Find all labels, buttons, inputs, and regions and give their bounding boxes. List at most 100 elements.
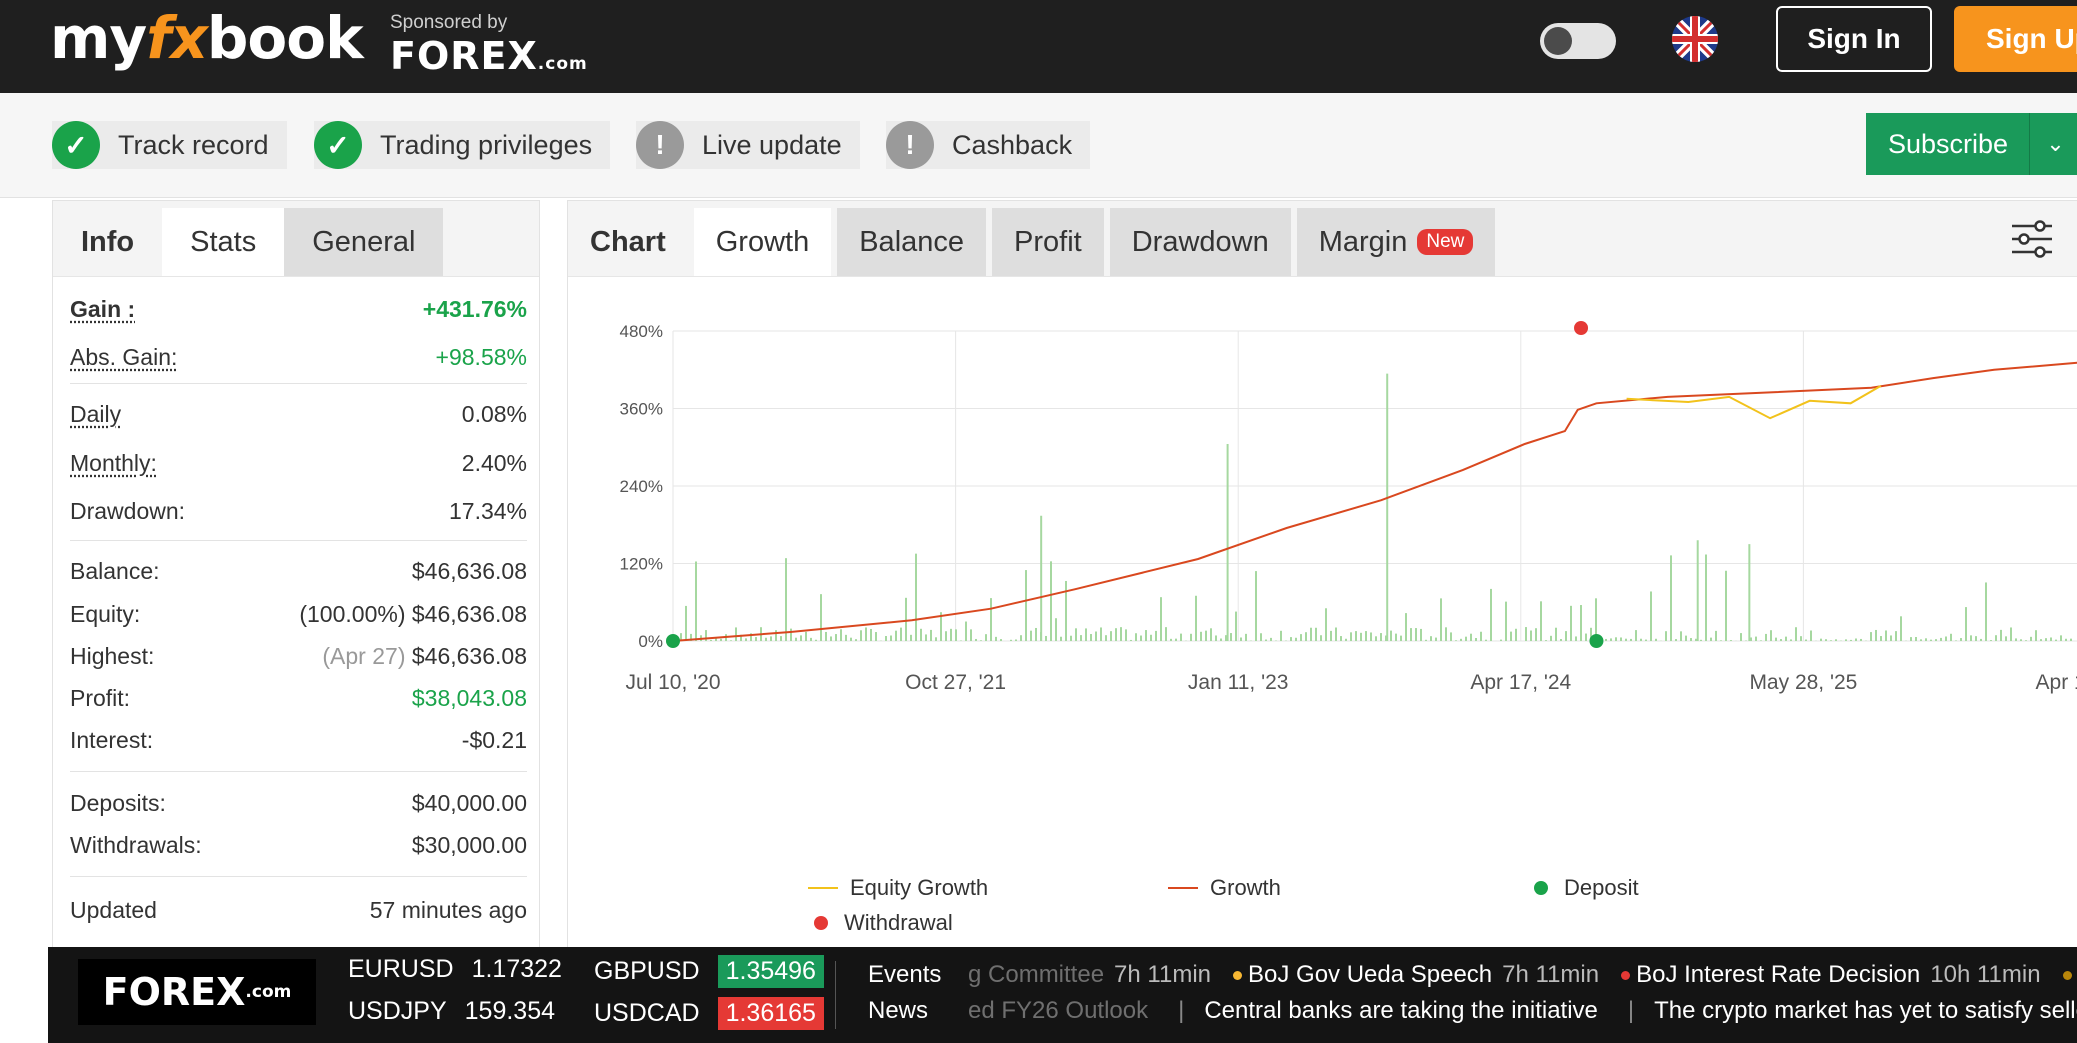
status-track-record[interactable]: ✓ Track record — [52, 121, 287, 169]
interest-label: Interest: — [70, 726, 154, 753]
status-live-update[interactable]: ! Live update — [636, 121, 860, 169]
x-tick-label: Oct 27, '21 — [905, 671, 1006, 694]
stat-updated: Updated 57 minutes ago — [70, 877, 527, 929]
ticker-brand-suffix: .com — [245, 982, 292, 1002]
chart-tab-label: Chart — [590, 225, 666, 258]
news-item[interactable]: The crypto market has yet to satisfy sel… — [1654, 997, 2077, 1024]
ticker-divider — [835, 961, 836, 1029]
stats-panel: Info Stats General Gain : +431.76% Abs. … — [52, 200, 540, 950]
equity-growth-line — [1626, 385, 1882, 420]
tab-balance[interactable]: Balance — [837, 208, 987, 276]
quote-symbol: EURUSD — [348, 955, 454, 983]
quote-value: 1.36165 — [717, 997, 824, 1030]
tab-general[interactable]: General — [284, 208, 444, 276]
tab-drawdown[interactable]: Drawdown — [1109, 208, 1291, 276]
stat-abs-gain: Abs. Gain: +98.58% — [70, 331, 527, 383]
quote-value: 1.17322 — [471, 955, 562, 983]
x-tick-label: Jul 10, '20 — [625, 671, 720, 694]
balance-value: $46,636.08 — [411, 557, 527, 584]
check-circle-icon: ✓ — [52, 121, 100, 169]
legend-equity-growth[interactable]: Equity Growth — [808, 875, 988, 901]
status-cashback[interactable]: ! Cashback — [886, 121, 1091, 169]
legend-label: Withdrawal — [844, 910, 953, 935]
quote-eurusd[interactable]: EURUSD 1.17322 — [348, 955, 562, 984]
equity-label: Equity: — [70, 600, 141, 627]
quote-value: 159.354 — [464, 997, 556, 1025]
daily-label[interactable]: Daily — [70, 400, 122, 427]
news-item[interactable]: Central banks are taking the initiative — [1204, 997, 1598, 1024]
sign-up-button[interactable]: Sign Up — [1954, 6, 2077, 72]
check-circle-icon: ✓ — [314, 121, 362, 169]
sponsor-suffix: .com — [537, 54, 588, 74]
logo-text-fx: fx — [146, 4, 208, 72]
event-importance-icon — [1233, 970, 1242, 980]
sponsor-block[interactable]: Sponsored by FOREX.com — [390, 12, 588, 78]
event-time: 7h 11min — [1114, 961, 1211, 988]
legend-growth[interactable]: Growth — [1168, 875, 1281, 901]
legend-deposit[interactable]: Deposit — [1534, 875, 1639, 901]
growth-chart[interactable]: 480% 360% 240% 120% 0% Jul 10, '20 Oct 27, '21… — [568, 279, 2077, 879]
quote-usdcad[interactable]: USDCAD 1.36165 — [594, 997, 824, 1030]
sign-in-button[interactable]: Sign In — [1776, 6, 1932, 72]
tab-stats[interactable]: Stats — [162, 208, 285, 276]
abs-gain-value: +98.58% — [435, 343, 527, 370]
tab-info[interactable]: Info — [81, 225, 135, 258]
forex-ticker-bar: FOREX .com EURUSD 1.17322 GBPUSD 1.35496 … — [48, 947, 2077, 1043]
event-item[interactable]: BoJ Interest Rate Decision — [1636, 961, 1921, 988]
stat-highest: Highest: (Apr 27) $46,636.08 — [70, 635, 527, 677]
divider — [70, 876, 527, 877]
quote-usdjpy[interactable]: USDJPY 159.354 — [348, 997, 555, 1026]
event-item[interactable]: BoJ Gov Ueda Speech — [1248, 961, 1493, 988]
stat-gain: Gain : +431.76% — [70, 277, 527, 331]
tab-profit[interactable]: Profit — [992, 208, 1104, 276]
tab-margin[interactable]: Margin New — [1296, 208, 1496, 276]
divider — [70, 383, 527, 384]
x-tick-label: Apr 17, '24 — [1470, 671, 1571, 694]
stat-interest: Interest: -$0.21 — [70, 719, 527, 761]
stat-balance: Balance: $46,636.08 — [70, 541, 527, 593]
chart-tabs: Chart Growth Balance Profit Drawdown Mar… — [568, 201, 2077, 277]
uk-flag-icon[interactable] — [1672, 16, 1718, 62]
deposit-marker — [1589, 634, 1604, 648]
logo-text-book: book — [206, 4, 364, 72]
y-tick-label: 0% — [638, 632, 663, 651]
quote-symbol: USDCAD — [594, 999, 700, 1027]
stat-daily: Daily 0.08% — [70, 384, 527, 438]
myfxbook-logo[interactable]: myfxbook — [50, 4, 364, 72]
abs-gain-label[interactable]: Abs. Gain: — [70, 343, 178, 370]
legend-swatch — [814, 916, 828, 930]
subscribe-button[interactable]: Subscribe ⌄ — [1866, 113, 2077, 175]
new-badge: New — [1417, 229, 1474, 255]
sponsor-brand: FOREX — [390, 34, 538, 78]
chevron-down-icon[interactable]: ⌄ — [2029, 113, 2077, 175]
y-tick-label: 120% — [620, 555, 663, 574]
withdrawals-label: Withdrawals: — [70, 831, 202, 858]
theme-toggle[interactable] — [1540, 23, 1616, 59]
status-label: Live update — [702, 129, 842, 160]
status-trading-privileges[interactable]: ✓ Trading privileges — [314, 121, 611, 169]
x-tick-label: May 28, '25 — [1749, 671, 1857, 694]
subscribe-label: Subscribe — [1888, 128, 2009, 159]
y-tick-label: 480% — [620, 322, 663, 341]
y-tick-label: 360% — [620, 400, 663, 419]
exclamation-circle-icon: ! — [886, 121, 934, 169]
gain-label[interactable]: Gain : — [70, 295, 136, 322]
news-item[interactable]: ed FY26 Outlook — [968, 997, 1149, 1024]
event-item[interactable]: g Committee — [968, 961, 1105, 988]
legend-withdrawal[interactable]: Withdrawal — [814, 910, 953, 936]
monthly-label[interactable]: Monthly: — [70, 449, 157, 476]
event-importance-icon — [2062, 970, 2072, 980]
chart-settings-icon[interactable] — [2010, 219, 2054, 259]
stats-list: Gain : +431.76% Abs. Gain: +98.58% Daily… — [53, 277, 539, 929]
quote-gbpusd[interactable]: GBPUSD 1.35496 — [594, 955, 824, 988]
news-row: News ed FY26 Outlook | Central banks are… — [868, 997, 2077, 1025]
stat-drawdown: Drawdown: 17.34% — [70, 488, 527, 534]
stat-deposits: Deposits: $40,000.00 — [70, 772, 527, 824]
legend-label: Deposit — [1564, 875, 1639, 900]
sponsor-logo: FOREX.com — [390, 34, 588, 78]
forex-logo[interactable]: FOREX .com — [78, 959, 316, 1025]
deposit-marker — [666, 634, 680, 648]
status-label: Track record — [118, 129, 269, 160]
tab-growth[interactable]: Growth — [693, 208, 832, 276]
events-label: Events — [868, 961, 942, 988]
